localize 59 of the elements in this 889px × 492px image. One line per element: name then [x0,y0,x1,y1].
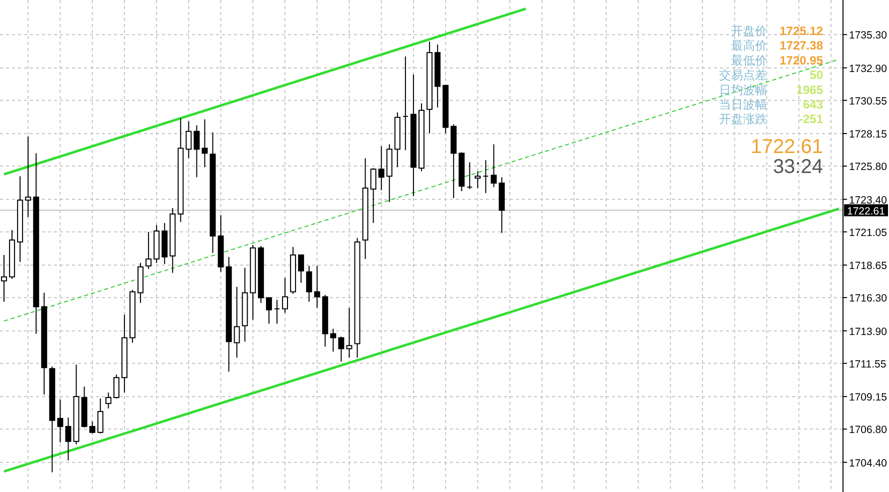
candlestick [274,299,280,324]
candlestick [97,398,104,434]
candlestick [65,416,72,461]
candlestick [266,297,272,324]
text: 最低价 [731,53,767,68]
candlestick [25,136,32,218]
candlestick [482,160,489,194]
candlestick [490,144,497,188]
y-tick-label: 1709.15 [849,392,888,404]
text: 1722.61 [750,136,823,158]
candlestick [202,118,208,168]
y-tick-label: 1728.15 [849,128,888,141]
text: 交易点差 [719,68,767,82]
y-tick-label: 1713.90 [849,326,888,338]
y-tick-label: 1721.05 [849,226,888,239]
text: 开盘涨跌 [719,112,767,126]
candlestick [466,162,473,190]
candlestick [186,120,192,159]
candlestick [57,398,64,443]
candlestick [306,265,312,302]
text: 开盘价 [731,24,767,38]
y-tick-label: 1730.55 [849,95,888,108]
candlestick [314,265,320,308]
y-tick-label: 1725.80 [849,161,888,174]
text: 1725.12 [780,24,823,38]
candlestick [113,374,120,400]
candlestick [89,420,96,434]
candlestick [402,56,408,151]
candlestick [330,328,336,352]
candlestick [1,254,8,302]
candlestick [474,170,481,189]
text: 当日波幅 [719,98,767,112]
text: 33:24 [772,156,823,178]
text: -251 [798,112,823,126]
text: 最高价 [731,38,767,53]
candlestick [338,336,344,362]
text: 1720.95 [780,53,823,68]
y-tick-label: 1735.30 [849,30,888,42]
candlestick [146,231,152,270]
text: 1965 [796,82,823,97]
y-tick-label: 1723.40 [849,194,888,206]
y-tick-label: 1718.65 [849,260,888,272]
candlestick [378,146,384,191]
candlestick [346,307,352,358]
candlestick [282,277,288,314]
candlestick [194,124,200,178]
candlestick [234,286,240,358]
y-tick-label: 1716.30 [849,292,888,305]
candlestick [105,392,112,409]
y-tick-label: 1704.40 [849,457,888,470]
y-tick-label: 1732.90 [849,62,888,75]
y-tick-label: 1706.80 [849,424,888,436]
ref-line-label: 1722.61 [847,205,886,218]
text: 50 [810,68,823,82]
y-tick-label: 1711.55 [849,358,886,370]
candlestick [370,168,376,224]
text: 643 [802,98,823,112]
text: 1727.38 [780,38,823,53]
candlestick [298,254,304,284]
